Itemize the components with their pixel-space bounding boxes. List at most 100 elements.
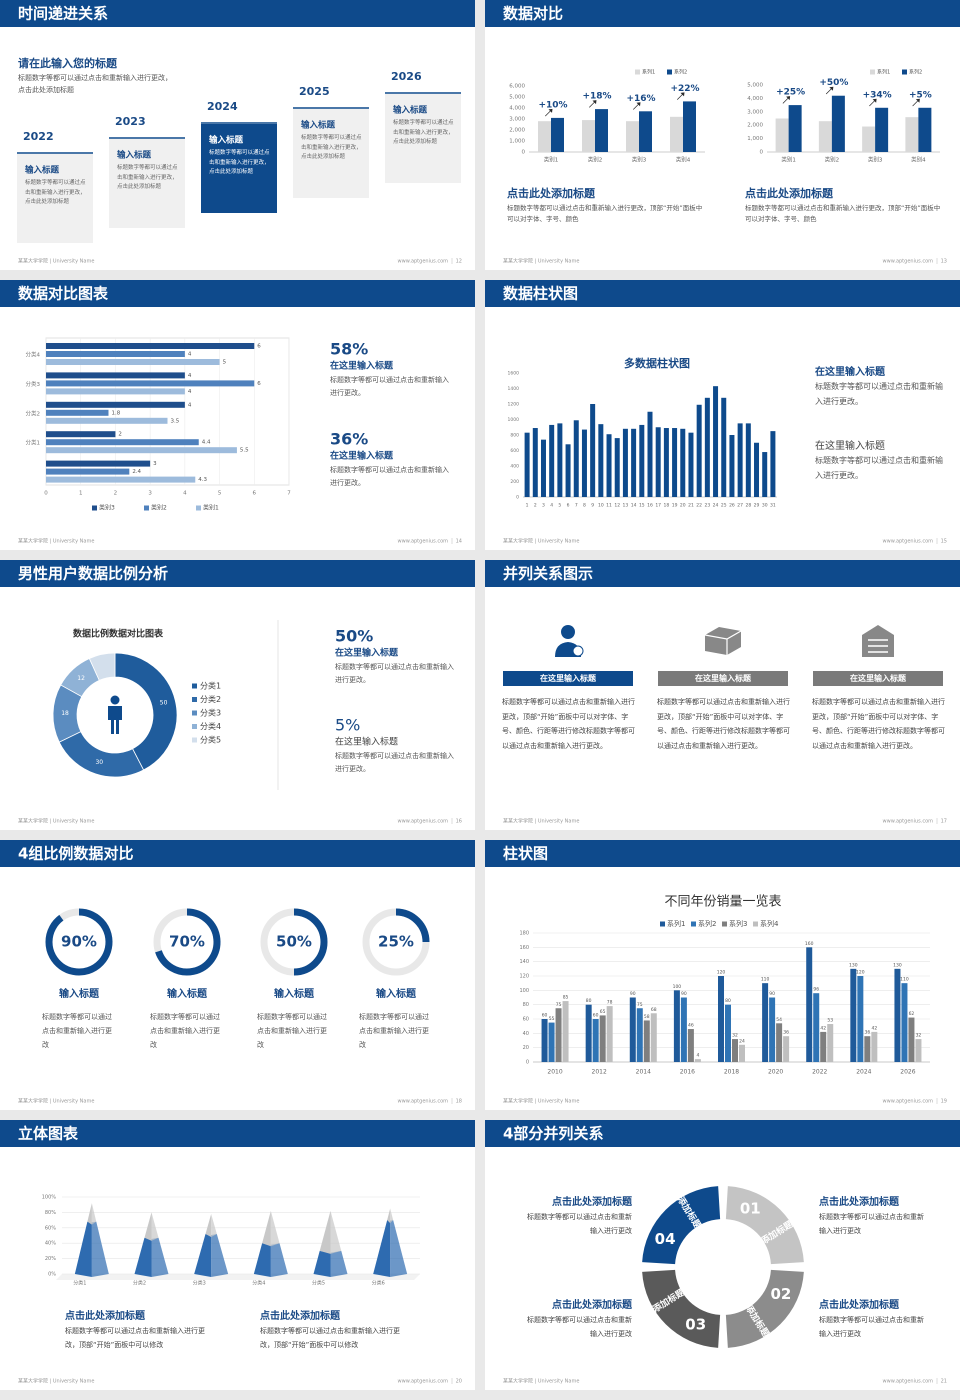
- x-tick-label: 30: [762, 503, 768, 509]
- item-text: 标题数字等都可以通过点击和重新输入进行更改: [257, 1013, 327, 1049]
- data-label: 110: [761, 977, 770, 983]
- annotation: +50%: [819, 78, 848, 88]
- y-tick-label: 5,000: [509, 95, 525, 101]
- pyramid-right: [270, 1243, 288, 1277]
- icon-building: [862, 625, 894, 657]
- bar: [592, 1019, 599, 1062]
- part-number: 03: [685, 1315, 706, 1333]
- stat-text-box: 标题数字等都可以通过点击和重新输入进行更改。: [335, 663, 454, 684]
- bar: [555, 1008, 562, 1062]
- legend-swatch: [870, 69, 875, 75]
- footer-left: 某某大学学院 | University Name: [18, 538, 94, 545]
- y-tick-label: 分类1: [26, 439, 41, 447]
- bar: [46, 439, 199, 446]
- bar: [581, 429, 587, 497]
- ring-segment: [725, 1269, 804, 1348]
- footer-left: 某某大学学院 | University Name: [503, 818, 579, 825]
- x-tick-label: 10: [598, 503, 604, 509]
- block-text-box: 标题数字等都可以通过点击和重新输入进行更改，顶部“开始”面板中可以修改: [65, 1327, 205, 1349]
- y-tick-label: 4,000: [509, 106, 525, 112]
- bar: [737, 423, 743, 497]
- step-title: 输入标题: [209, 135, 244, 146]
- slide-title: 4组比例数据对比: [18, 845, 133, 863]
- step-card: [293, 109, 369, 198]
- footer-left: 某某大学学院 | University Name: [503, 538, 579, 545]
- block-text: 标题数字等都可以通过点击和重新输入进行更改: [527, 1316, 632, 1338]
- bar: [754, 442, 760, 497]
- x-tick-label: 24: [713, 503, 719, 509]
- bar: [864, 1036, 871, 1062]
- item-title: 输入标题: [376, 987, 417, 1000]
- annotation-arrow: [912, 98, 920, 107]
- y-tick-label: 0: [760, 150, 764, 156]
- x-tick-label: 分类2: [133, 1280, 146, 1287]
- block-heading: 点击此处添加标题: [819, 1298, 900, 1311]
- legend-label: 系列4: [760, 919, 779, 928]
- block-text-box: 标题数字等都可以通过点击和重新输入进行更改: [819, 1213, 924, 1235]
- x-tick-label: 14: [631, 503, 637, 509]
- item-label: 在这里输入标题: [850, 673, 907, 683]
- pyramid-left: [262, 1210, 271, 1247]
- data-label: 54: [776, 1017, 782, 1023]
- header-bar: [485, 840, 960, 867]
- y-tick-label: 40: [523, 1031, 529, 1037]
- bar: [894, 968, 901, 1062]
- block-text: 标题数字等都可以通过点击和重新输入进行更改: [819, 1213, 924, 1235]
- pyramid-right: [91, 1221, 109, 1277]
- y-tick-label: 80%: [45, 1210, 56, 1216]
- stat-title: 在这里输入标题: [330, 450, 394, 462]
- x-tick-label: 1: [79, 491, 83, 497]
- page-number: 17: [941, 819, 947, 825]
- y-tick-label: 0: [516, 495, 519, 501]
- bar: [680, 997, 687, 1062]
- data-label: 4: [188, 402, 192, 408]
- legend-swatch: [192, 697, 197, 702]
- y-tick-label: 4,000: [747, 96, 763, 102]
- pyramid-right: [211, 1213, 217, 1237]
- step-title: 输入标题: [393, 105, 428, 116]
- x-tick-label: 4: [183, 491, 187, 497]
- data-label: 42: [820, 1025, 826, 1031]
- step-text-box: 标题数字等都可以通过点击和重新输入进行更改，点击此处添加标题: [117, 165, 178, 190]
- bar: [694, 1059, 701, 1062]
- data-label: 12: [77, 675, 85, 682]
- bar: [562, 1001, 569, 1062]
- legend-label: 系列2: [698, 919, 716, 928]
- bar: [582, 120, 595, 152]
- block-heading: 点击此处添加标题: [507, 186, 596, 200]
- block-text: 标题数字等都可以通过点击和重新输入进行更改，顶部“开始”面板中可以修改: [260, 1327, 400, 1349]
- y-tick-label: 100%: [42, 1195, 57, 1201]
- step-text: 标题数字等都可以通过点击和重新输入进行更改，点击此处添加标题: [393, 120, 454, 145]
- y-tick-label: 800: [510, 433, 519, 439]
- bar: [655, 427, 661, 497]
- footer-left: 某某大学学院 | University Name: [503, 258, 579, 265]
- pyramid-left: [74, 1221, 92, 1277]
- header-bar: [0, 840, 475, 867]
- bar: [639, 424, 645, 497]
- footer-left: 某某大学学院 | University Name: [18, 1378, 94, 1385]
- bar: [673, 990, 680, 1062]
- stat-title: 在这里输入标题: [330, 360, 394, 372]
- bar: [688, 432, 694, 497]
- legend-swatch: [192, 724, 197, 729]
- footer-right: www.aptgenius.com: [398, 819, 449, 825]
- data-label: 160: [805, 941, 814, 947]
- x-tick-label: 8: [583, 503, 586, 509]
- x-tick-label: 类别4: [676, 156, 691, 164]
- data-label: 80: [725, 998, 731, 1004]
- data-label: 24: [739, 1038, 745, 1044]
- ring-segment: [642, 1186, 721, 1265]
- item-label-bg: [503, 671, 633, 686]
- block-text: 标题数字等都可以通过点击和重新输入进行更改: [527, 1213, 632, 1235]
- bar: [725, 1004, 731, 1062]
- page-number: 16: [456, 819, 462, 825]
- data-label: 96: [813, 987, 819, 993]
- step-year: 2022: [23, 130, 54, 143]
- pyramid-right: [91, 1203, 97, 1225]
- bar: [532, 428, 538, 497]
- data-label: 75: [637, 1002, 643, 1008]
- y-tick-label: 1,000: [509, 139, 525, 145]
- y-tick-label: 600: [510, 448, 519, 454]
